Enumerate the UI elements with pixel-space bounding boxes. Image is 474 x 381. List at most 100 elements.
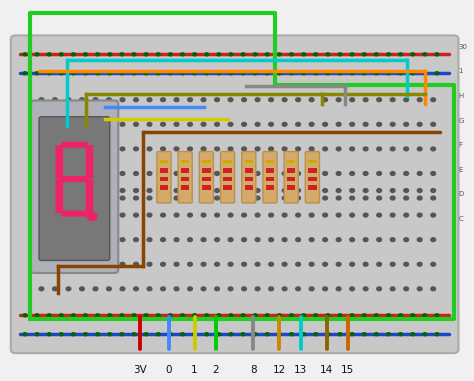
Circle shape xyxy=(201,196,206,200)
Circle shape xyxy=(435,333,439,336)
Circle shape xyxy=(241,53,245,56)
Circle shape xyxy=(39,147,44,151)
Circle shape xyxy=(290,53,293,56)
Circle shape xyxy=(387,333,391,336)
Text: C: C xyxy=(458,216,463,222)
Circle shape xyxy=(417,189,422,192)
Circle shape xyxy=(277,72,281,75)
Circle shape xyxy=(282,263,287,266)
Circle shape xyxy=(217,72,221,75)
Circle shape xyxy=(387,314,391,317)
Circle shape xyxy=(147,196,152,200)
Text: 14: 14 xyxy=(320,365,333,375)
Circle shape xyxy=(326,53,330,56)
Circle shape xyxy=(144,72,148,75)
Circle shape xyxy=(241,333,245,336)
Circle shape xyxy=(417,263,422,266)
Circle shape xyxy=(350,263,355,266)
Circle shape xyxy=(134,196,138,200)
Circle shape xyxy=(144,333,148,336)
Circle shape xyxy=(296,122,301,126)
Circle shape xyxy=(72,333,75,336)
Circle shape xyxy=(23,314,27,317)
Circle shape xyxy=(188,189,192,192)
Circle shape xyxy=(290,333,293,336)
Circle shape xyxy=(323,98,328,102)
Circle shape xyxy=(215,263,219,266)
Circle shape xyxy=(53,196,57,200)
Circle shape xyxy=(282,196,287,200)
Circle shape xyxy=(229,314,233,317)
Circle shape xyxy=(390,147,395,151)
Circle shape xyxy=(23,72,27,75)
Circle shape xyxy=(59,72,63,75)
Circle shape xyxy=(338,333,342,336)
Circle shape xyxy=(309,263,314,266)
Circle shape xyxy=(181,53,184,56)
Circle shape xyxy=(120,171,125,175)
Circle shape xyxy=(134,98,138,102)
Circle shape xyxy=(193,333,197,336)
Circle shape xyxy=(377,171,382,175)
Circle shape xyxy=(93,287,98,291)
FancyBboxPatch shape xyxy=(61,211,88,216)
Circle shape xyxy=(242,98,246,102)
Circle shape xyxy=(314,314,318,317)
Circle shape xyxy=(417,238,422,242)
Circle shape xyxy=(255,238,260,242)
Text: 2: 2 xyxy=(212,365,219,375)
FancyBboxPatch shape xyxy=(55,179,63,213)
Circle shape xyxy=(66,213,71,217)
Circle shape xyxy=(144,53,148,56)
Circle shape xyxy=(201,122,206,126)
Circle shape xyxy=(174,147,179,151)
Circle shape xyxy=(120,238,125,242)
Circle shape xyxy=(265,333,269,336)
Circle shape xyxy=(93,147,98,151)
Circle shape xyxy=(201,238,206,242)
Circle shape xyxy=(362,314,366,317)
Circle shape xyxy=(229,53,233,56)
Circle shape xyxy=(132,333,136,336)
Circle shape xyxy=(215,171,219,175)
Circle shape xyxy=(201,213,206,217)
Circle shape xyxy=(404,213,409,217)
Circle shape xyxy=(326,72,330,75)
Circle shape xyxy=(134,238,138,242)
Circle shape xyxy=(242,147,246,151)
Circle shape xyxy=(39,122,44,126)
FancyBboxPatch shape xyxy=(61,176,88,182)
Circle shape xyxy=(390,238,395,242)
Circle shape xyxy=(323,122,328,126)
Text: 30: 30 xyxy=(458,44,467,50)
Bar xyxy=(287,177,295,181)
Circle shape xyxy=(181,333,184,336)
Circle shape xyxy=(107,196,111,200)
Circle shape xyxy=(188,147,192,151)
Circle shape xyxy=(431,171,436,175)
Circle shape xyxy=(323,196,328,200)
Circle shape xyxy=(59,333,63,336)
Circle shape xyxy=(290,314,293,317)
Circle shape xyxy=(269,287,273,291)
Circle shape xyxy=(93,98,98,102)
Bar xyxy=(202,168,210,173)
Circle shape xyxy=(168,333,172,336)
Circle shape xyxy=(120,213,125,217)
FancyBboxPatch shape xyxy=(220,152,235,203)
Text: 1: 1 xyxy=(458,68,463,74)
Circle shape xyxy=(404,189,409,192)
Circle shape xyxy=(168,53,172,56)
FancyBboxPatch shape xyxy=(86,145,93,179)
Circle shape xyxy=(107,98,111,102)
Circle shape xyxy=(35,53,39,56)
Circle shape xyxy=(134,213,138,217)
Circle shape xyxy=(296,98,301,102)
Circle shape xyxy=(80,196,84,200)
Circle shape xyxy=(53,122,57,126)
Circle shape xyxy=(39,238,44,242)
Circle shape xyxy=(265,72,269,75)
Circle shape xyxy=(302,333,306,336)
Circle shape xyxy=(296,147,301,151)
Circle shape xyxy=(255,147,260,151)
